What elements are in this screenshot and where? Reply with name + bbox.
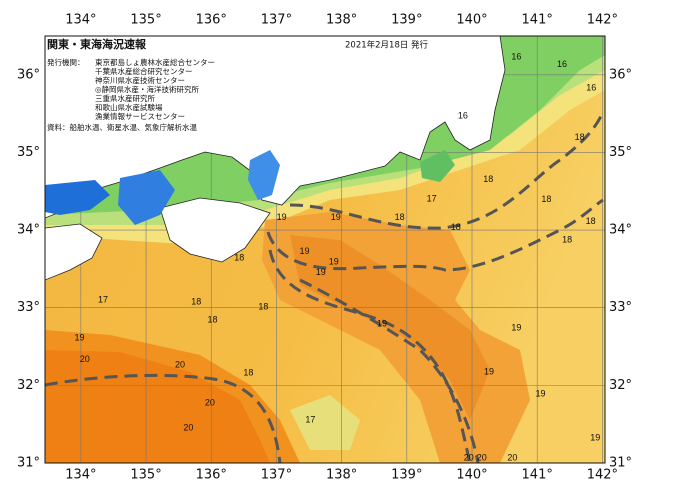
map-frame <box>44 35 606 464</box>
x-tick-label: 135° <box>130 468 161 483</box>
x-tick-label: 134° <box>65 13 96 28</box>
contour-label: 20 <box>507 453 517 463</box>
contour-label: 18 <box>586 216 596 226</box>
contour-label: 18 <box>541 194 551 204</box>
contour-label: 18 <box>258 301 268 311</box>
contour-label: 19 <box>377 318 387 328</box>
contour-label: 19 <box>511 322 521 332</box>
y-tick-label: 34° <box>609 223 632 238</box>
contour-label: 18 <box>191 297 201 307</box>
current-axis <box>45 111 605 463</box>
contour-label: 17 <box>98 294 108 304</box>
x-tick-label: 141° <box>522 13 553 28</box>
title: 関東・東海海況速報 <box>47 37 147 51</box>
issuer: 神奈川県水産技術センター <box>95 75 185 85</box>
issuer: ◎静岡県水産・海洋技術研究所 <box>95 84 200 94</box>
sources: 資料：船舶水温、衛星水温、気象庁解析水温 <box>47 122 197 132</box>
y-tick-label: 36° <box>609 67 632 82</box>
bay <box>248 150 280 200</box>
contour-label: 19 <box>590 433 600 443</box>
x-tick-label: 140° <box>456 13 487 28</box>
contour-label: 19 <box>316 267 326 277</box>
contour-label: 16 <box>511 51 521 61</box>
bay <box>420 150 455 182</box>
contour-label: 18 <box>208 315 218 325</box>
contour-label: 16 <box>557 59 567 69</box>
contour-label: 17 <box>427 193 437 203</box>
x-tick-label: 141° <box>522 468 553 483</box>
contour-label: 20 <box>464 453 474 463</box>
bay <box>45 180 110 215</box>
warm-water <box>45 350 270 463</box>
warm-water <box>290 235 490 420</box>
contour-label: 18 <box>451 222 461 232</box>
contour-label: 19 <box>75 332 85 342</box>
contour-label: 16 <box>586 82 596 92</box>
x-tick-label: 139° <box>391 468 422 483</box>
x-tick-label: 135° <box>130 13 161 28</box>
issuer: 東京都島しょ農林水産総合センター <box>95 57 215 67</box>
x-tick-label: 134° <box>65 468 96 483</box>
axis-labels: 134° 134° 135° 135° 136° 136° 137° 137° 138° 138°… <box>17 13 632 483</box>
contour-label: 16 <box>458 110 468 120</box>
issuer: 和歌山県水産試験場 <box>95 102 163 112</box>
land <box>45 36 506 219</box>
cool-eddy <box>290 395 360 450</box>
issuer: 漁業情報サービスセンター <box>95 111 185 121</box>
contour-label: 18 <box>234 252 244 262</box>
y-tick-label: 35° <box>609 145 632 160</box>
y-tick-label: 32° <box>609 378 632 393</box>
y-tick-label: 33° <box>609 300 632 315</box>
contour-label: 19 <box>299 246 309 256</box>
x-tick-label: 142° <box>587 468 618 483</box>
land <box>159 197 271 263</box>
land <box>45 223 103 281</box>
x-tick-label: 136° <box>196 468 227 483</box>
contour-label: 18 <box>243 367 253 377</box>
date: 2021年2月18日 発行 <box>345 40 429 51</box>
contour-label: 20 <box>175 360 185 370</box>
x-tick-label: 137° <box>261 13 292 28</box>
contour-label: 19 <box>535 388 545 398</box>
contour-label: 19 <box>329 256 339 266</box>
issuer-list: 東京都島しょ農林水産総合センター千葉県水産総合研究センター神奈川県水産技術センタ… <box>95 57 215 121</box>
contour-label: 19 <box>484 367 494 377</box>
x-tick-label: 138° <box>326 13 357 28</box>
contour-label: 18 <box>575 132 585 142</box>
issuer: 千葉県水産総合研究センター <box>95 66 193 76</box>
bay <box>118 170 175 225</box>
y-tick-label: 33° <box>17 300 40 315</box>
contour-label: 19 <box>331 212 341 222</box>
x-tick-label: 137° <box>261 468 292 483</box>
x-tick-label: 138° <box>326 468 357 483</box>
contour-label: 17 <box>305 415 315 425</box>
contour-label: 18 <box>562 235 572 245</box>
x-tick-label: 140° <box>456 468 487 483</box>
y-tick-label: 35° <box>17 145 40 160</box>
contour-label: 20 <box>477 453 487 463</box>
x-tick-label: 139° <box>391 13 422 28</box>
y-tick-label: 31° <box>17 456 40 471</box>
y-tick-label: 34° <box>17 223 40 238</box>
issuer-heading: 発行機関： <box>47 57 85 67</box>
contour-label: 18 <box>395 212 405 222</box>
contour-label: 20 <box>205 398 215 408</box>
issuer: 三重県水産研究所 <box>95 93 155 103</box>
y-tick-label: 32° <box>17 378 40 393</box>
x-tick-label: 142° <box>587 13 618 28</box>
y-tick-label: 31° <box>609 456 632 471</box>
y-tick-label: 36° <box>17 67 40 82</box>
contour-label: 19 <box>277 212 287 222</box>
contour-label: 20 <box>183 422 193 432</box>
x-tick-label: 136° <box>196 13 227 28</box>
contour-label: 20 <box>80 354 90 364</box>
contour-label: 18 <box>483 174 493 184</box>
